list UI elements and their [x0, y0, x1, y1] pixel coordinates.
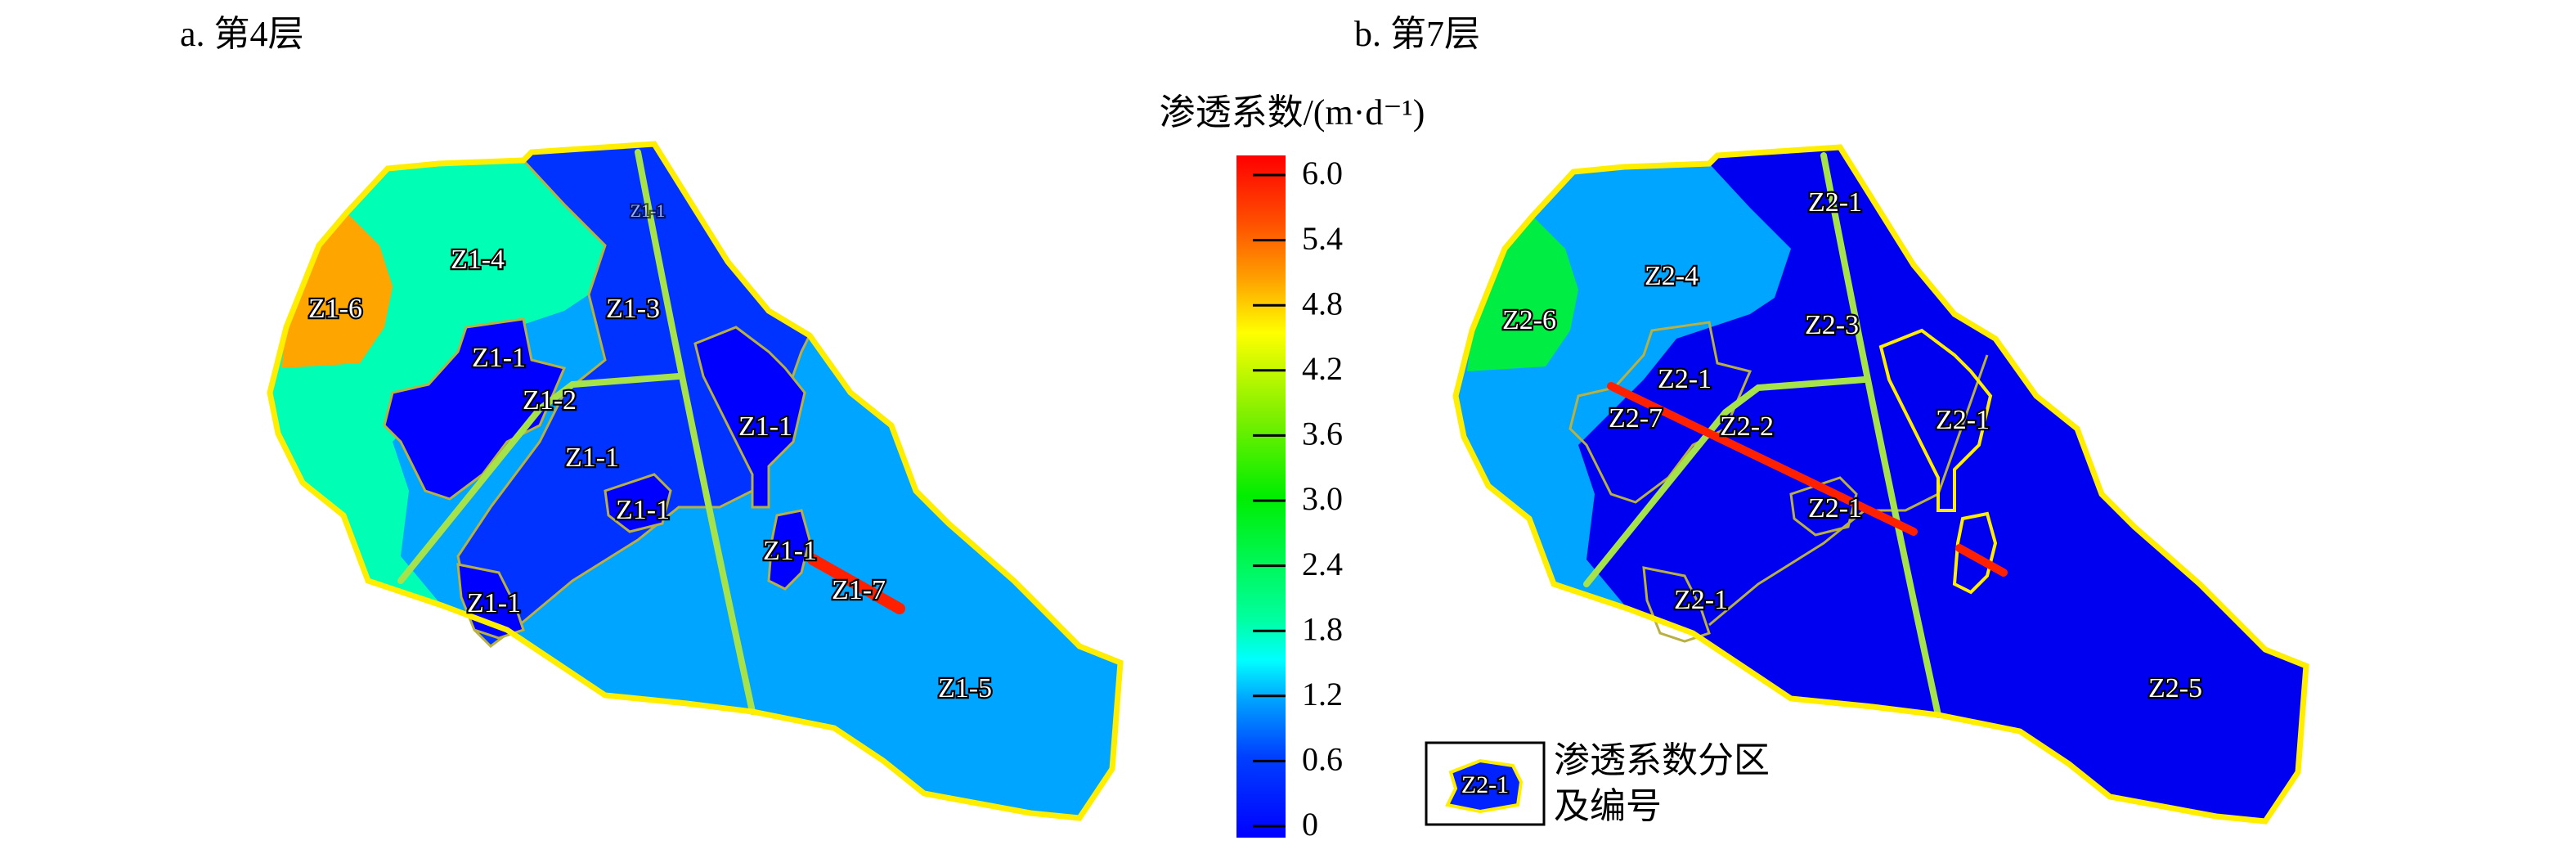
zone-label: Z2-1 — [1808, 493, 1862, 524]
zone-label: Z2-1 — [1808, 187, 1862, 218]
colorbar-gradient — [1236, 155, 1286, 838]
fault-line — [635, 149, 756, 715]
colorbar-tick-label: 2.4 — [1302, 546, 1343, 582]
zone-z2-7-segment — [1955, 544, 2008, 577]
zone-labels-a: Z1-4 Z1-6 Z1-3 Z1-1 Z1-2 Z1-1 Z1-1 Z1-1 … — [307, 199, 994, 705]
zone-label: Z1-6 — [308, 294, 362, 324]
zone-label: Z2-2 — [1720, 411, 1774, 442]
zone-label: Z1-4 — [451, 245, 505, 275]
zone-z2-7 — [1607, 382, 1918, 536]
zone-label: Z2-7 — [1609, 403, 1663, 434]
panel-a-title: a. 第4层 — [180, 14, 304, 54]
legend-sample-label: Z2-1 — [1461, 771, 1509, 798]
legend: Z2-1 渗透系数分区 及编号 — [1425, 740, 1770, 826]
legend-swatch — [1445, 758, 1524, 814]
zone-label: Z1-2 — [523, 385, 577, 416]
colorbar: 渗透系数/(m·d⁻¹) 6.0 5.4 4.8 4.2 3.6 3.0 2.4 1.8 1.2… — [1160, 92, 1425, 843]
fault-line — [1820, 152, 1941, 718]
zone-label: Z1-1 — [616, 495, 670, 525]
colorbar-tick-label: 0 — [1302, 806, 1318, 843]
colorbar-tick-label: 1.8 — [1302, 610, 1343, 647]
zone-label: Z1-1 — [763, 536, 817, 566]
zone-label: Z2-3 — [1805, 310, 1859, 340]
zone-label: Z2-6 — [1502, 305, 1556, 335]
zone-label: Z1-3 — [606, 294, 660, 324]
panel-b-title: b. 第7层 — [1354, 14, 1480, 54]
zone-label: Z1-1 — [467, 588, 521, 618]
colorbar-tick-label: 6.0 — [1302, 155, 1343, 191]
zone-z1-7 — [807, 554, 905, 614]
zone-label: Z2-4 — [1645, 261, 1699, 291]
legend-text-line1: 渗透系数分区 — [1554, 740, 1770, 780]
colorbar-tick-label: 1.2 — [1302, 676, 1343, 712]
zone-label: Z2-1 — [1658, 364, 1712, 394]
colorbar-title: 渗透系数/(m·d⁻¹) — [1160, 92, 1425, 133]
colorbar-tick-label: 0.6 — [1302, 741, 1343, 778]
zone-label: Z2-1 — [1936, 405, 1990, 435]
fault-line — [397, 373, 682, 584]
fault-line — [1583, 376, 1868, 587]
zone-labels-b: Z2-1 Z2-4 Z2-6 Z2-3 Z2-1 Z2-7 Z2-2 Z2-1 … — [1501, 186, 2204, 705]
colorbar-ticks: 6.0 5.4 4.8 4.2 3.6 3.0 2.4 1.8 1.2 0.6 0 — [1253, 155, 1343, 843]
colorbar-tick-label: 5.4 — [1302, 220, 1343, 257]
zone-label: Z1-1 — [565, 443, 619, 473]
panel-b: b. 第7层 Z2-1 Z2-4 Z2-6 — [1354, 14, 2306, 821]
zone-label: Z1-1 — [738, 411, 792, 442]
zones-z1-1 — [383, 317, 811, 640]
panel-a: a. 第4层 Z1-4 Z1-6 Z1-3 Z1-1 Z1-2 Z1-1 Z1-… — [180, 14, 1120, 818]
colorbar-tick-label: 3.6 — [1302, 416, 1343, 452]
legend-text-line2: 及编号 — [1554, 786, 1662, 826]
zone-label: Z1-5 — [938, 673, 992, 703]
zone-label: Z2-1 — [1674, 585, 1728, 615]
colorbar-tick-label: 4.2 — [1302, 350, 1343, 387]
zone-label: Z1-7 — [832, 575, 886, 605]
colorbar-tick-label: 3.0 — [1302, 480, 1343, 517]
zone-label: Z2-5 — [2148, 673, 2202, 703]
zone-label: Z1-1 — [472, 343, 526, 373]
colorbar-tick-label: 4.8 — [1302, 285, 1343, 321]
zone-label: Z1-1 — [631, 200, 666, 221]
